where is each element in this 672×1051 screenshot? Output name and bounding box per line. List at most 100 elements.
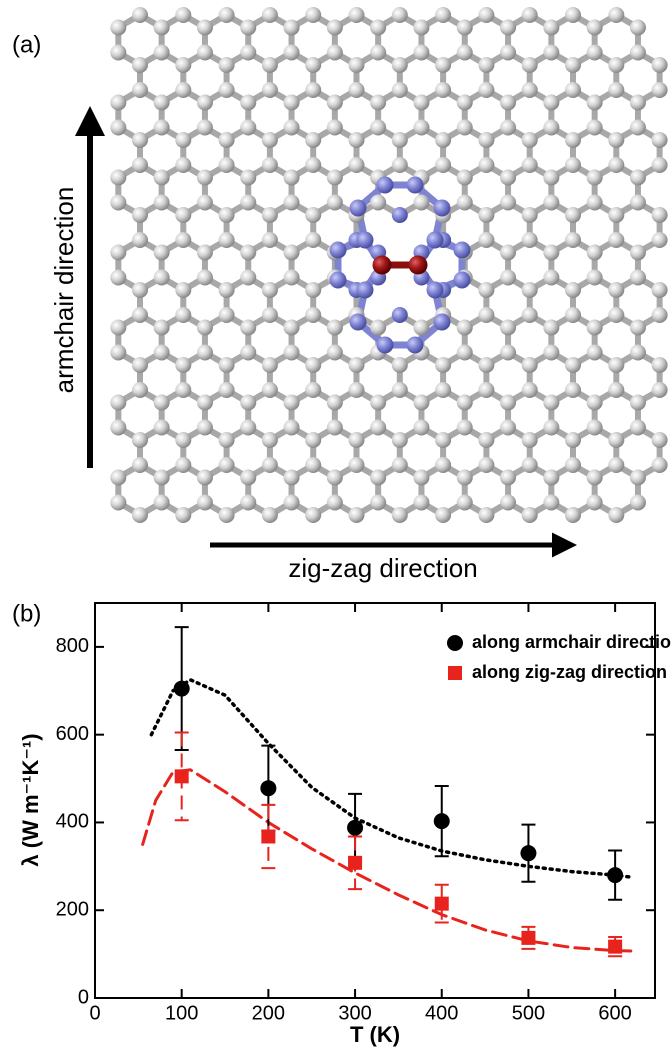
atom [284, 420, 300, 436]
defect-atom [377, 177, 394, 194]
atom [132, 132, 148, 148]
atom [478, 357, 494, 373]
atom [305, 207, 321, 223]
atom [262, 7, 278, 23]
atom [154, 495, 170, 511]
atom [522, 432, 538, 448]
atom [587, 420, 603, 436]
atom [608, 132, 624, 148]
atom [435, 7, 451, 23]
atom [262, 157, 278, 173]
atom [500, 195, 516, 211]
x-tick-label: 0 [89, 1002, 100, 1024]
atom [413, 495, 429, 511]
x-tick-label: 100 [165, 1002, 198, 1024]
page: {"panel_a": {"label": "(a)", "vertical_a… [0, 0, 672, 1051]
x-tick-label: 600 [598, 1002, 631, 1024]
atom [392, 157, 408, 173]
atom [630, 45, 646, 61]
atom [327, 420, 343, 436]
atom [587, 20, 603, 36]
point [347, 820, 363, 836]
point [174, 681, 190, 697]
atom [392, 457, 408, 473]
atom [392, 7, 408, 23]
atom [154, 195, 170, 211]
y-tick-label: 600 [56, 723, 89, 745]
atom [457, 195, 473, 211]
atom [413, 20, 429, 36]
atom [478, 82, 494, 98]
atom [522, 7, 538, 23]
atom [565, 357, 581, 373]
atom [435, 507, 451, 523]
atom [435, 82, 451, 98]
y-tick-label: 0 [78, 986, 89, 1008]
atom [370, 20, 386, 36]
atom [240, 395, 256, 411]
atom [457, 95, 473, 111]
atom [500, 120, 516, 136]
atom [132, 7, 148, 23]
legend-marker [447, 635, 463, 651]
defect-atom [330, 272, 347, 289]
atom [522, 382, 538, 398]
atom [543, 495, 559, 511]
atom [543, 270, 559, 286]
atom [349, 132, 365, 148]
atom [478, 57, 494, 73]
atom [284, 345, 300, 361]
atom [457, 45, 473, 61]
atom [262, 82, 278, 98]
atom [132, 382, 148, 398]
atom [543, 195, 559, 211]
atom [565, 57, 581, 73]
atom [608, 7, 624, 23]
atom [240, 20, 256, 36]
atom [154, 345, 170, 361]
atom [219, 157, 235, 173]
atom [110, 195, 126, 211]
atom [608, 382, 624, 398]
atom [587, 170, 603, 186]
atom [240, 470, 256, 486]
atom [652, 357, 668, 373]
atom [219, 82, 235, 98]
atom [370, 495, 386, 511]
atom [478, 282, 494, 298]
atom [284, 245, 300, 261]
atom [349, 507, 365, 523]
atom [175, 357, 191, 373]
atom [154, 395, 170, 411]
atom [500, 20, 516, 36]
atom [219, 382, 235, 398]
atom [392, 382, 408, 398]
atom [262, 382, 278, 398]
atom [305, 507, 321, 523]
atom [327, 345, 343, 361]
armchair-label: armchair direction [49, 187, 79, 394]
atom [219, 507, 235, 523]
atom [262, 432, 278, 448]
atom [392, 57, 408, 73]
atom [175, 82, 191, 98]
defect-atom [454, 242, 471, 259]
atom [175, 7, 191, 23]
atom [608, 507, 624, 523]
atom [413, 320, 429, 336]
atom [435, 57, 451, 73]
atom [110, 320, 126, 336]
atom [175, 132, 191, 148]
atom [132, 307, 148, 323]
atom [500, 470, 516, 486]
atom [435, 132, 451, 148]
atom [110, 95, 126, 111]
atom [565, 382, 581, 398]
atom [652, 207, 668, 223]
atom [630, 395, 646, 411]
atom [284, 45, 300, 61]
atom [652, 157, 668, 173]
atom [240, 45, 256, 61]
atom [240, 270, 256, 286]
atom [175, 232, 191, 248]
